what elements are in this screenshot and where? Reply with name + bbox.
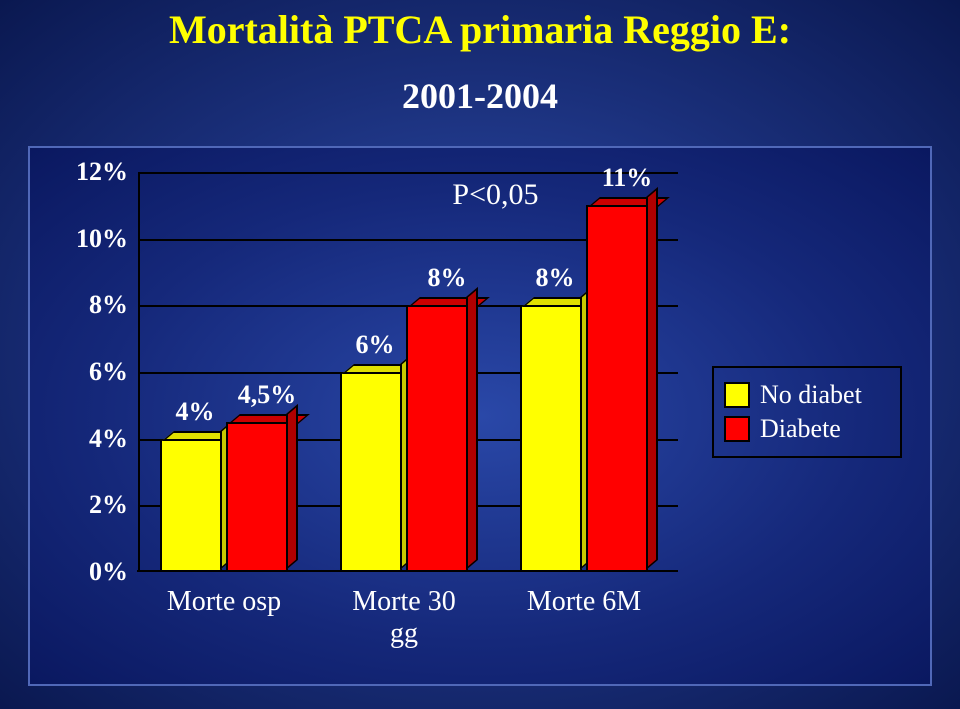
category-label: Morte osp <box>167 586 281 618</box>
page-subtitle: 2001-2004 <box>0 75 960 117</box>
y-tick-label: 2% <box>48 490 128 520</box>
y-tick-label: 10% <box>48 224 128 254</box>
page-title: Mortalità PTCA primaria Reggio E: <box>0 0 960 53</box>
bar-no-diabet <box>520 305 582 572</box>
y-tick-label: 8% <box>48 290 128 320</box>
y-tick-label: 6% <box>48 357 128 387</box>
category-label: Morte 6M <box>527 586 641 618</box>
bar-value-label: 8% <box>536 263 575 293</box>
legend-label: No diabet <box>760 380 862 410</box>
legend-item: Diabete <box>724 414 890 444</box>
bar-value-label: 8% <box>428 263 467 293</box>
y-tick-label: 4% <box>48 424 128 454</box>
bar-diabete <box>586 205 648 572</box>
bar-value-label: 4% <box>176 397 215 427</box>
y-tick-label: 0% <box>48 557 128 587</box>
bar-no-diabet <box>160 439 222 572</box>
bar-no-diabet <box>340 372 402 572</box>
gridline <box>138 172 678 174</box>
bar-diabete <box>226 422 288 572</box>
bar-value-label: 11% <box>602 163 653 193</box>
legend-label: Diabete <box>760 414 841 444</box>
bar-value-label: 6% <box>356 330 395 360</box>
plot-area: 4%4,5%6%8%8%11% <box>138 172 678 572</box>
legend-item: No diabet <box>724 380 890 410</box>
y-tick-label: 12% <box>48 157 128 187</box>
bar-value-label: 4,5% <box>238 380 297 410</box>
chart-panel: 4% 4,5% 6% 8% 8% 11% 0% 2% 4% 6% 8% 10% 12% Morte o… <box>28 146 932 686</box>
bar-diabete <box>406 305 468 572</box>
category-label: Morte 30 gg <box>352 586 455 650</box>
legend: No diabet Diabete <box>712 366 902 458</box>
legend-swatch-diabete <box>724 416 750 442</box>
p-value-annotation: P<0,05 <box>452 178 538 212</box>
legend-swatch-no-diabet <box>724 382 750 408</box>
